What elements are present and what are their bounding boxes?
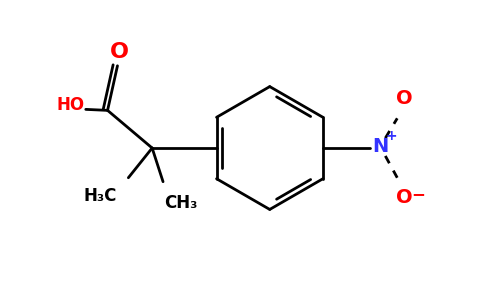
Text: −: −: [411, 184, 425, 202]
Text: N: N: [372, 136, 389, 155]
Text: O: O: [396, 188, 412, 207]
Text: O: O: [396, 89, 412, 108]
Text: H₃C: H₃C: [84, 187, 117, 205]
Text: +: +: [385, 129, 397, 143]
Text: O: O: [110, 42, 129, 62]
Text: HO: HO: [57, 96, 85, 114]
Text: CH₃: CH₃: [164, 194, 197, 212]
